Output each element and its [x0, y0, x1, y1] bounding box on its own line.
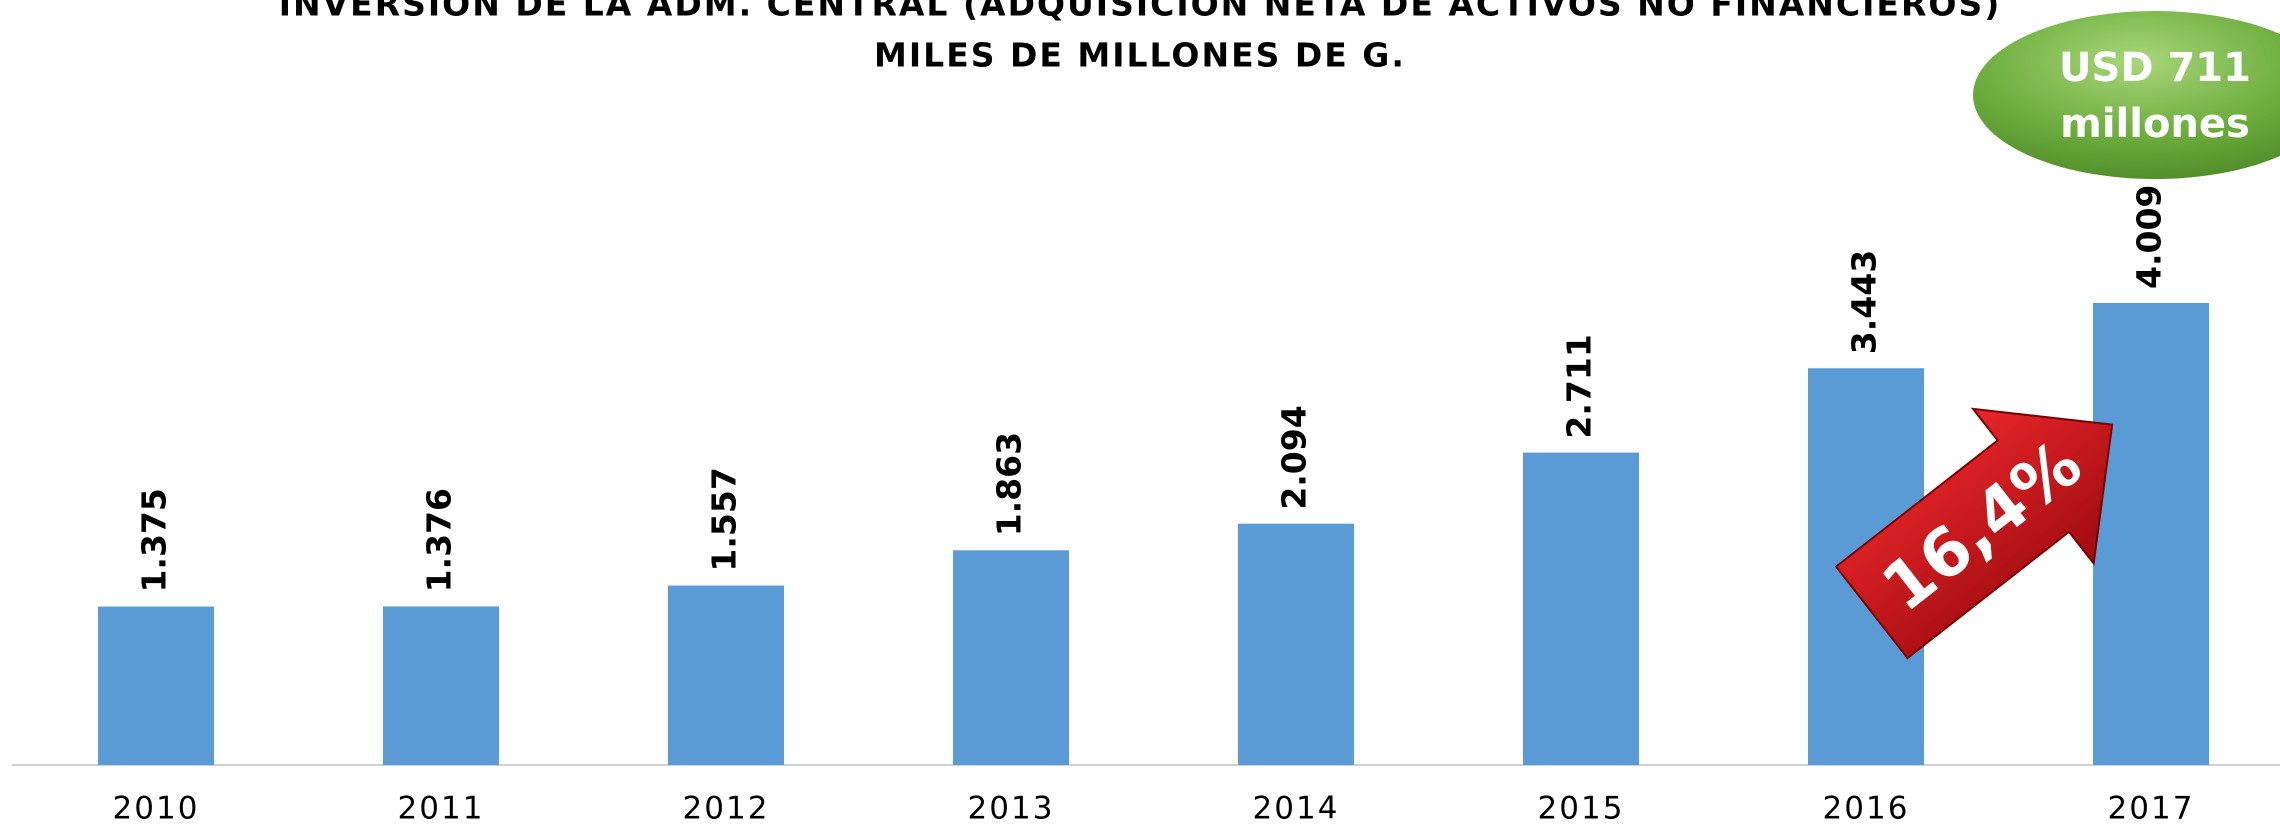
x-tick-label: 2010 — [113, 791, 200, 826]
data-label: 4.009 — [2130, 185, 2169, 289]
x-tick-label: 2011 — [398, 791, 485, 826]
data-label: 1.376 — [420, 488, 459, 592]
data-label: 2.711 — [1560, 334, 1599, 438]
bar — [98, 606, 214, 765]
badge-line: USD 711 — [2059, 45, 2251, 91]
x-tick-label: 2017 — [2108, 791, 2195, 826]
x-tick-label: 2015 — [1538, 791, 1625, 826]
x-tick-label: 2012 — [683, 791, 770, 826]
usd-badge: USD 711 millones — [1973, 11, 2280, 179]
bar — [1523, 452, 1639, 765]
bar — [383, 606, 499, 765]
bar — [668, 585, 784, 765]
data-label: 1.863 — [990, 432, 1029, 536]
arrow-shape — [1834, 407, 2114, 660]
x-tick-label: 2013 — [968, 791, 1055, 826]
bars: 2010 1.375 2011 1.376 2012 1.557 2013 1.863 2014… — [98, 185, 2209, 826]
bar — [2093, 303, 2209, 765]
badge-shape — [1973, 11, 2280, 179]
badge-line: millones — [2060, 101, 2250, 147]
x-tick-label: 2014 — [1253, 791, 1340, 826]
data-label: 1.375 — [135, 488, 174, 592]
data-label: 2.094 — [1275, 405, 1314, 509]
data-label: 1.557 — [705, 467, 744, 571]
chart-title: INVERSIÓN DE LA ADM. CENTRAL (ADQUISICIÓ… — [279, 0, 2002, 24]
bar — [953, 550, 1069, 765]
x-tick-label: 2016 — [1823, 791, 1910, 826]
data-label: 3.443 — [1845, 250, 1884, 354]
bar — [1238, 523, 1354, 765]
chart-subtitle: MILES DE MILLONES DE G. — [874, 36, 1406, 75]
